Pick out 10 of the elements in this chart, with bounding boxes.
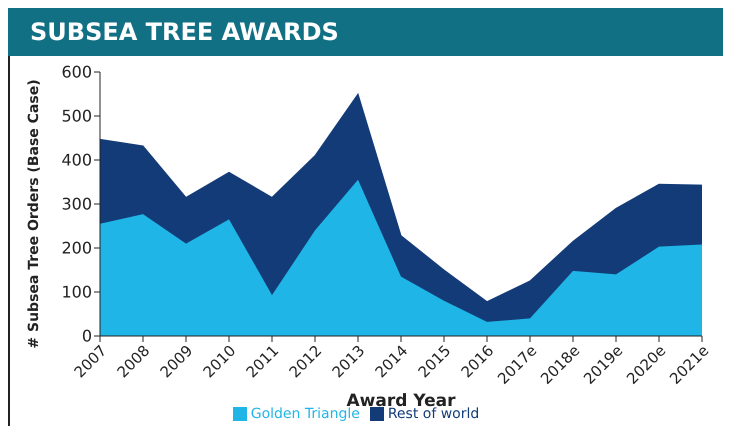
y-tick-label: 500	[61, 106, 92, 126]
legend-label: Rest of world	[388, 406, 480, 422]
chart-title: SUBSEA TREE AWARDS	[8, 8, 723, 56]
y-tick-label: 100	[61, 282, 92, 302]
y-tick-label: 200	[61, 238, 92, 258]
y-tick-label: 0	[82, 326, 92, 346]
y-tick-label: 400	[61, 150, 92, 170]
y-tick-label: 600	[61, 62, 92, 82]
y-axis-title: # Subsea Tree Orders (Base Case)	[26, 79, 42, 349]
y-tick-label: 300	[61, 194, 92, 214]
